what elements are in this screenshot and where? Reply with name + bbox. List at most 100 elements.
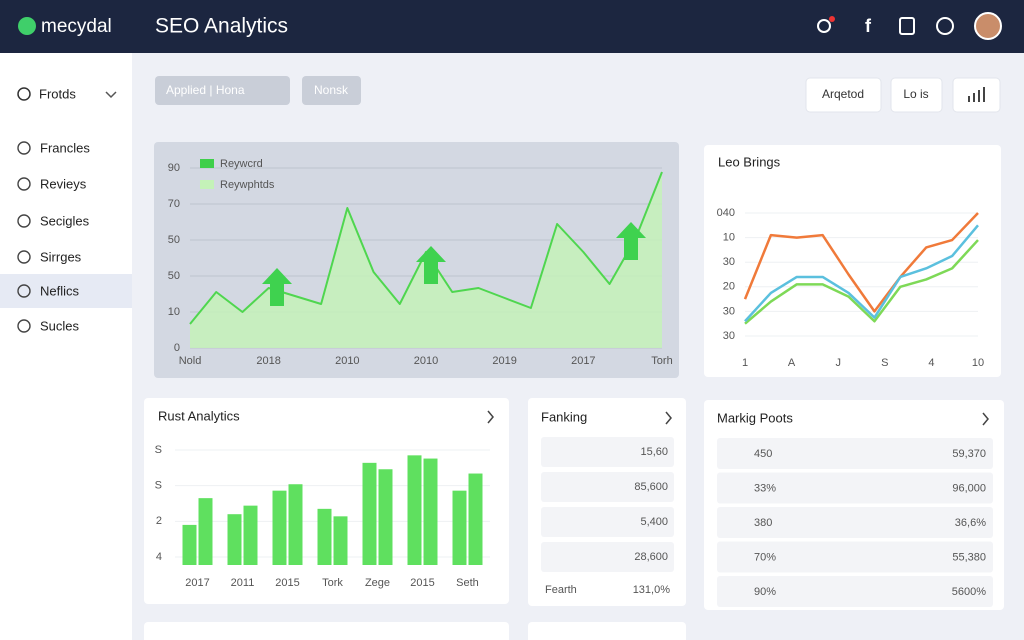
x-tick-label: 4 [928, 357, 934, 369]
filter-chip-label[interactable]: Applied | Hona [166, 83, 245, 97]
bar [423, 458, 438, 565]
nav-item[interactable]: Neflics [40, 283, 80, 298]
logo [18, 17, 36, 35]
brand: mecydal [41, 16, 112, 37]
nav-icon [17, 141, 31, 155]
nav-icon [17, 214, 31, 228]
table-row [717, 438, 993, 469]
active-item [0, 274, 132, 308]
avatar[interactable] [974, 12, 1002, 40]
x-tick-label: Torh [651, 355, 672, 367]
cell: 28,600 [634, 551, 668, 563]
x-tick-label: 2018 [256, 355, 280, 367]
legend-swatch [200, 180, 214, 189]
bar [243, 505, 258, 565]
header-bar [0, 0, 1024, 53]
footer-cell: Fearth [545, 584, 577, 596]
x-tick-label: 2019 [492, 355, 516, 367]
nav-item[interactable]: Sucles [40, 318, 80, 333]
sidebar [0, 53, 132, 640]
y-tick-label: 30 [723, 330, 735, 342]
y-tick-label: 10 [168, 306, 180, 318]
nav-item[interactable]: Francles [40, 140, 90, 155]
nav-icon [17, 177, 31, 191]
cell: 5600% [952, 586, 986, 598]
y-tick-label: 30 [723, 256, 735, 268]
cell: 36,6% [955, 517, 986, 529]
card-title: Leo Brings [718, 154, 781, 169]
nav-icon [17, 250, 31, 264]
y-tick-label: 20 [723, 281, 735, 293]
table-row [541, 472, 674, 502]
line [743, 212, 979, 313]
line [744, 239, 979, 325]
button[interactable] [890, 77, 943, 113]
nav-item[interactable]: Revieys [40, 176, 87, 191]
y-tick-label: 4 [156, 551, 162, 563]
y-tick-label: 2 [156, 515, 162, 527]
cell: 90% [754, 586, 776, 598]
card-title: Markig Poots [717, 410, 793, 425]
x-tick-label: A [788, 357, 796, 369]
button-label[interactable]: Lo is [903, 87, 928, 101]
y-tick-label: S [155, 480, 162, 492]
x-tick-label: Seth [456, 577, 479, 589]
cell: 85,600 [634, 481, 668, 493]
button[interactable] [805, 77, 882, 113]
notification-dot [829, 16, 835, 22]
x-tick-label: 2010 [414, 355, 438, 367]
table-row [717, 576, 993, 607]
bar [468, 473, 483, 565]
x-tick-label: S [881, 357, 888, 369]
filter-chip[interactable] [302, 76, 361, 105]
nav-item[interactable]: Sirrges [40, 249, 82, 264]
card-title: Rust Analytics [158, 408, 240, 423]
facebook-icon[interactable]: f [865, 16, 872, 36]
table-row [541, 437, 674, 467]
legend-swatch [200, 159, 214, 168]
home-icon[interactable] [899, 17, 915, 35]
table-row [717, 541, 993, 573]
cell: 96,000 [952, 482, 986, 494]
trend-arrow [416, 246, 446, 284]
footer-cell: 131,0% [633, 584, 671, 596]
search-icon[interactable] [817, 19, 831, 33]
chevron[interactable] [487, 410, 494, 424]
y-tick-label: S [155, 444, 162, 456]
chevron[interactable] [982, 412, 989, 426]
table-row [541, 507, 674, 537]
y-tick-label: 70 [168, 198, 180, 210]
filter-chip[interactable] [155, 76, 290, 105]
filter-chip-label[interactable]: Nonsk [314, 83, 349, 97]
y-tick-label: 50 [168, 234, 180, 246]
chevron[interactable] [665, 411, 672, 425]
bar [272, 490, 287, 565]
bar [198, 498, 213, 565]
chevron [105, 91, 117, 99]
nav-icon [17, 284, 31, 298]
x-tick-label: 2010 [335, 355, 359, 367]
y-tick-label: 040 [717, 207, 735, 219]
x-tick-label: 2015 [410, 577, 434, 589]
y-tick-label: 30 [723, 305, 735, 317]
bar [317, 508, 332, 565]
y-tick-label: 10 [723, 232, 735, 244]
page-title: SEO Analytics [155, 15, 288, 38]
cell: 450 [754, 448, 772, 460]
x-tick-label: J [835, 357, 841, 369]
sidebar-dropdown[interactable]: Frotds [39, 86, 76, 101]
button-label[interactable]: Arqetod [822, 87, 864, 101]
bar [407, 455, 422, 565]
x-tick-label: 10 [972, 357, 984, 369]
cell: 15,60 [640, 446, 668, 458]
table-row [717, 472, 993, 504]
settings-icon[interactable] [936, 17, 954, 35]
legend-label: Reywphtds [220, 179, 275, 191]
nav-item[interactable]: Secigles [40, 213, 90, 228]
x-tick-label: 2017 [185, 577, 209, 589]
card [144, 622, 509, 640]
x-tick-label: 2017 [571, 355, 595, 367]
bar [333, 516, 348, 565]
chart-button[interactable] [952, 77, 1001, 113]
